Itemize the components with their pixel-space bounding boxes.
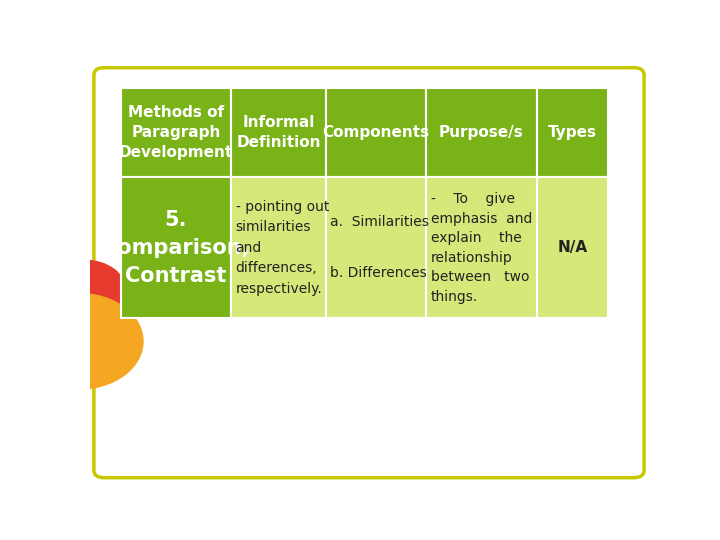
Text: -    To    give
emphasis  and
explain    the
relationship
between   two
things.: - To give emphasis and explain the relat… (431, 192, 532, 303)
Bar (121, 177, 231, 319)
Bar (426, 87, 536, 177)
Bar (536, 177, 608, 319)
Text: Purpose/s: Purpose/s (439, 125, 523, 140)
Bar (536, 87, 608, 177)
Bar (326, 87, 426, 177)
Circle shape (42, 260, 126, 322)
Circle shape (14, 294, 143, 389)
Bar (231, 87, 326, 177)
Text: Methods of
Paragraph
Development: Methods of Paragraph Development (119, 105, 233, 160)
Text: a.  Similarities: a. Similarities (330, 215, 429, 230)
Text: b. Differences: b. Differences (330, 266, 427, 280)
Text: N/A: N/A (557, 240, 588, 255)
Bar (121, 87, 231, 177)
Text: Components: Components (323, 125, 430, 140)
Bar (326, 177, 426, 319)
Text: Types: Types (548, 125, 597, 140)
Bar (426, 177, 536, 319)
Text: Informal
Definition: Informal Definition (236, 115, 321, 150)
FancyBboxPatch shape (94, 68, 644, 478)
Text: 5.
Comparison,
Contrast: 5. Comparison, Contrast (102, 210, 250, 286)
Bar (231, 177, 326, 319)
Text: - pointing out
similarities
and
differences,
respectively.: - pointing out similarities and differen… (235, 200, 329, 296)
